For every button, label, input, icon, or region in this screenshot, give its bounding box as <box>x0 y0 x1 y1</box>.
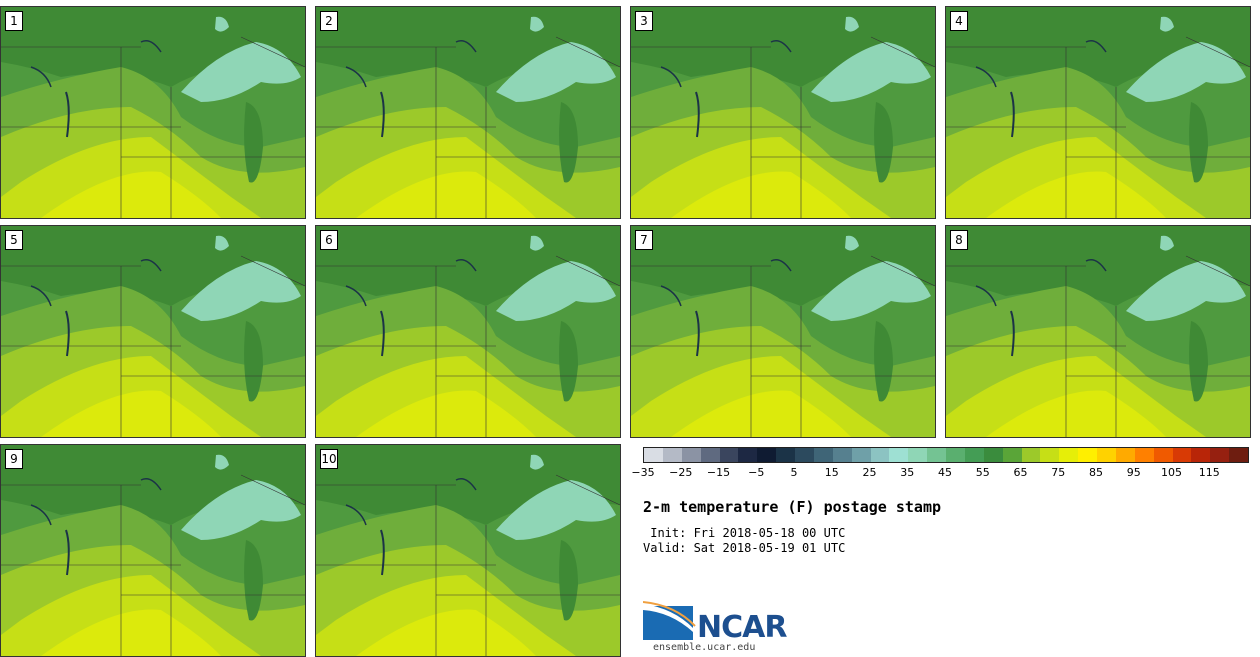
colorbar-tick-label: 105 <box>1161 466 1182 479</box>
colorbar-tick-label: 25 <box>862 466 877 479</box>
map-panel: 9 <box>0 444 306 657</box>
map-panel: 8 <box>945 225 1251 438</box>
colorbar-swatch <box>1078 448 1097 462</box>
map-panel: 1 <box>0 6 306 219</box>
colorbar-tick-label: −5 <box>748 466 765 479</box>
colorbar-tick-label: 85 <box>1089 466 1103 479</box>
map-panel: 2 <box>315 6 621 219</box>
member-number: 1 <box>5 11 23 31</box>
temperature-map <box>316 226 620 437</box>
colorbar-swatch <box>946 448 965 462</box>
colorbar-swatch <box>1191 448 1211 462</box>
colorbar-swatch <box>813 448 833 462</box>
map-panel: 6 <box>315 225 621 438</box>
colorbar-swatch <box>719 448 739 462</box>
init-time: Init: Fri 2018-05-18 00 UTC <box>643 526 846 540</box>
colorbar-swatch <box>776 448 795 462</box>
temperature-map <box>946 226 1250 437</box>
temperature-map <box>1 445 305 656</box>
temperature-map <box>316 445 620 656</box>
colorbar-tick-label: 55 <box>975 466 990 479</box>
colorbar-swatch <box>832 448 852 462</box>
colorbar-swatch <box>927 448 946 462</box>
member-number: 7 <box>635 230 653 250</box>
colorbar-tick-label: 45 <box>938 466 952 479</box>
colorbar-swatch <box>662 448 682 462</box>
colorbar-swatch <box>1002 448 1022 462</box>
colorbar-tick-label: 95 <box>1126 466 1141 479</box>
member-number: 2 <box>320 11 338 31</box>
figure-title: 2-m temperature (F) postage stamp <box>643 498 942 516</box>
colorbar-swatch <box>1153 448 1173 462</box>
colorbar-swatch <box>964 448 984 462</box>
map-panel: 10 <box>315 444 621 657</box>
colorbar-swatch <box>795 448 814 462</box>
colorbar-swatch <box>644 448 663 462</box>
map-panel: 4 <box>945 6 1251 219</box>
temperature-map <box>1 226 305 437</box>
member-number: 5 <box>5 230 23 250</box>
temperature-map <box>631 7 935 218</box>
colorbar-swatch <box>757 448 777 462</box>
colorbar-swatch <box>1172 448 1192 462</box>
map-panel: 7 <box>630 225 936 438</box>
colorbar-swatch <box>889 448 909 462</box>
colorbar-tick-label: 65 <box>1013 466 1028 479</box>
colorbar-tick-label: 35 <box>900 466 915 479</box>
colorbar-tick-label: 5 <box>790 466 798 479</box>
member-number: 8 <box>950 230 968 250</box>
colorbar-swatch <box>681 448 701 462</box>
temperature-map <box>1 7 305 218</box>
colorbar-tick-labels: −35 −25 −15 −5 5 15 25 35 45 55 65 75 85 95 105 115 <box>631 466 1247 480</box>
colorbar-swatch <box>1229 448 1248 462</box>
colorbar-swatch <box>1210 448 1230 462</box>
colorbar-swatch <box>1059 448 1079 462</box>
colorbar-tick-label: −35 <box>631 466 655 479</box>
colorbar-tick-label: 15 <box>824 466 839 479</box>
member-number: 3 <box>635 11 653 31</box>
temperature-colorbar <box>643 447 1249 463</box>
colorbar-swatch <box>738 448 758 462</box>
colorbar-tick-label: 115 <box>1198 466 1220 479</box>
colorbar-tick-label: 75 <box>1051 466 1066 479</box>
colorbar-tick-label: −15 <box>706 466 731 479</box>
colorbar-swatch <box>1097 448 1116 462</box>
colorbar-swatch <box>700 448 720 462</box>
colorbar-swatch <box>1040 448 1060 462</box>
ncar-logo: NCAR <box>642 600 803 650</box>
temperature-map <box>316 7 620 218</box>
colorbar-swatch <box>1134 448 1154 462</box>
colorbar-swatch <box>1115 448 1135 462</box>
colorbar-swatch <box>983 448 1003 462</box>
valid-time: Valid: Sat 2018-05-19 01 UTC <box>643 541 846 555</box>
ncar-logo-icon <box>642 601 696 640</box>
member-number: 10 <box>320 449 338 469</box>
colorbar-swatch <box>1021 448 1041 462</box>
map-panel: 5 <box>0 225 306 438</box>
temperature-map <box>631 226 935 437</box>
member-number: 9 <box>5 449 23 469</box>
member-number: 6 <box>320 230 338 250</box>
member-number: 4 <box>950 11 968 31</box>
map-panel: 3 <box>630 6 936 219</box>
temperature-map <box>946 7 1250 218</box>
colorbar-tick-label: −25 <box>669 466 693 479</box>
colorbar-swatch <box>870 448 890 462</box>
colorbar-swatch <box>908 448 928 462</box>
colorbar-swatch <box>851 448 871 462</box>
ncar-logo-text: NCAR <box>697 610 787 645</box>
ncar-url: ensemble.ucar.edu <box>653 642 756 653</box>
